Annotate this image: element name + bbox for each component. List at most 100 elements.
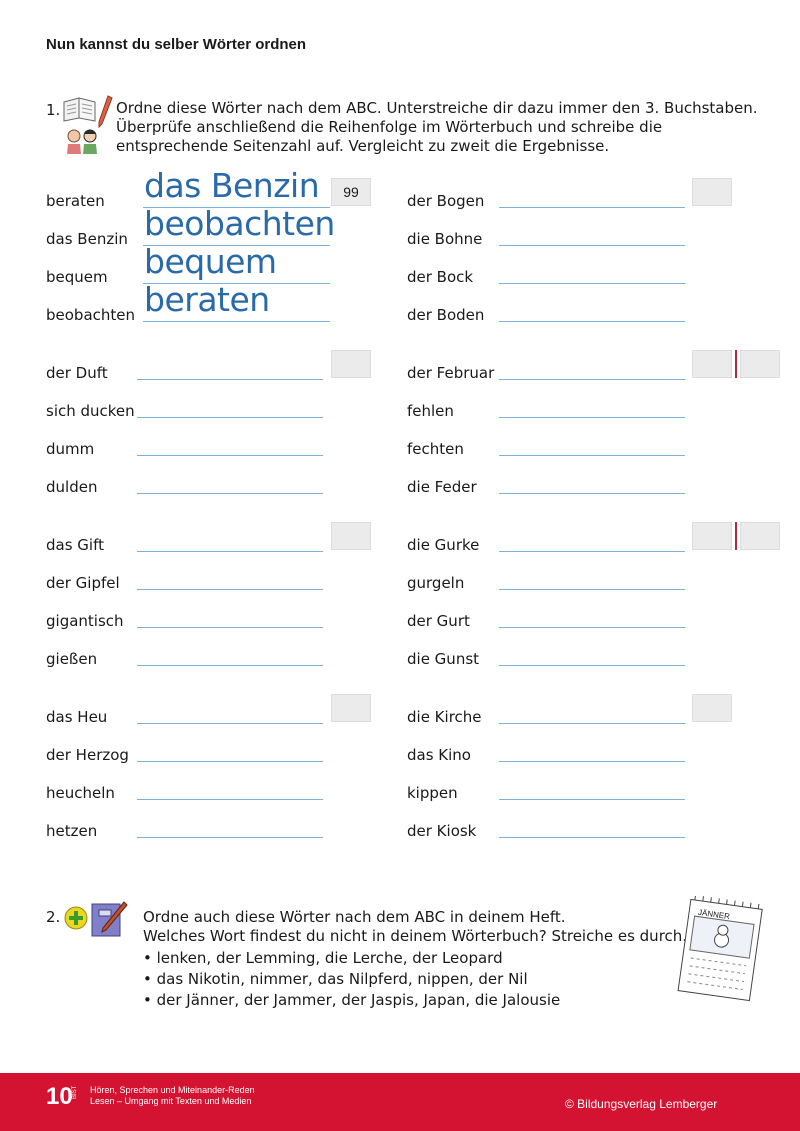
- footer: 10 BIST Hören, Sprechen und Miteinander-…: [0, 1073, 800, 1131]
- handwritten-answer: bequem: [144, 242, 277, 281]
- word-label: beraten: [46, 192, 105, 210]
- page-number-box[interactable]: [692, 350, 732, 378]
- answer-line[interactable]: [499, 245, 685, 246]
- answer-line[interactable]: [137, 799, 323, 800]
- answer-line[interactable]: [137, 627, 323, 628]
- divider-mark: [735, 350, 737, 378]
- instruction-line: entsprechende Seitenzahl auf. Vergleicht…: [116, 137, 610, 155]
- word-label: fechten: [407, 440, 464, 458]
- answer-line[interactable]: [143, 321, 330, 322]
- answer-line[interactable]: [499, 283, 685, 284]
- exercise-2-number: 2.: [46, 908, 61, 926]
- bullet-item: • der Jänner, der Jammer, der Jaspis, Ja…: [143, 991, 561, 1009]
- answer-line[interactable]: [143, 207, 330, 208]
- page-number-box[interactable]: [331, 522, 371, 550]
- page-number-box[interactable]: [331, 350, 371, 378]
- word-label: der Gurt: [407, 612, 470, 630]
- word-label: der Herzog: [46, 746, 129, 764]
- bullet-item: • das Nikotin, nimmer, das Nilpferd, nip…: [143, 970, 528, 988]
- answer-line[interactable]: [137, 551, 323, 552]
- book-pencil-icon: [63, 95, 113, 129]
- answer-line[interactable]: [499, 627, 685, 628]
- page-number-box[interactable]: [692, 522, 732, 550]
- word-label: der Gipfel: [46, 574, 120, 592]
- instruction-line: Ordne auch diese Wörter nach dem ABC in …: [143, 908, 566, 926]
- answer-line[interactable]: [499, 417, 685, 418]
- word-label: die Kirche: [407, 708, 482, 726]
- answer-line[interactable]: [137, 761, 323, 762]
- word-label: der Duft: [46, 364, 108, 382]
- word-label: das Heu: [46, 708, 108, 726]
- word-label: die Gunst: [407, 650, 480, 668]
- answer-line[interactable]: [137, 723, 323, 724]
- word-label: die Bohne: [407, 230, 483, 248]
- word-label: dumm: [46, 440, 95, 458]
- answer-line[interactable]: [499, 493, 685, 494]
- answer-line[interactable]: [137, 417, 323, 418]
- answer-line[interactable]: [499, 321, 685, 322]
- instruction-line: Ordne diese Wörter nach dem ABC. Unterst…: [116, 99, 758, 117]
- word-label: das Gift: [46, 536, 104, 554]
- answer-line[interactable]: [499, 723, 685, 724]
- word-label: hetzen: [46, 822, 98, 840]
- word-label: gigantisch: [46, 612, 124, 630]
- handwritten-answer: beraten: [144, 280, 270, 319]
- answer-line[interactable]: [137, 455, 323, 456]
- answer-line[interactable]: [499, 589, 685, 590]
- answer-line[interactable]: [499, 551, 685, 552]
- word-label: dulden: [46, 478, 98, 496]
- page-number-box[interactable]: [331, 694, 371, 722]
- word-label: beobachten: [46, 306, 136, 324]
- word-label: kippen: [407, 784, 458, 802]
- bist-label: BIST: [72, 1085, 78, 1099]
- page-number-box[interactable]: [692, 694, 732, 722]
- instruction-line: Welches Wort findest du nicht in deinem …: [143, 927, 688, 945]
- answer-line[interactable]: [137, 589, 323, 590]
- handwritten-answer: beobachten: [144, 204, 335, 243]
- answer-line[interactable]: [137, 837, 323, 838]
- page-number: 10: [46, 1083, 73, 1110]
- answer-line[interactable]: [499, 665, 685, 666]
- word-label: fehlen: [407, 402, 454, 420]
- word-label: der Kiosk: [407, 822, 477, 840]
- word-label: der Boden: [407, 306, 485, 324]
- word-label: heucheln: [46, 784, 115, 802]
- copyright: © Bildungsverlag Lemberger: [565, 1097, 718, 1111]
- handwritten-answer: das Benzin: [144, 166, 320, 205]
- page-number-box[interactable]: 99: [331, 178, 371, 206]
- answer-line[interactable]: [137, 379, 323, 380]
- answer-line[interactable]: [499, 455, 685, 456]
- word-label: das Kino: [407, 746, 471, 764]
- answer-line[interactable]: [143, 283, 330, 284]
- word-label: das Benzin: [46, 230, 128, 248]
- answer-line[interactable]: [137, 493, 323, 494]
- page-number-box[interactable]: [740, 350, 780, 378]
- calendar-icon: JÄNNER: [670, 896, 770, 1006]
- answer-line[interactable]: [499, 761, 685, 762]
- answer-line[interactable]: [137, 665, 323, 666]
- word-label: bequem: [46, 268, 108, 286]
- instruction-line: Überprüfe anschließend die Reihenfolge i…: [116, 118, 663, 136]
- divider-mark: [735, 522, 737, 550]
- word-label: der Februar: [407, 364, 495, 382]
- page-title: Nun kannst du selber Wörter ordnen: [46, 36, 307, 53]
- bullet-item: • lenken, der Lemming, die Lerche, der L…: [143, 949, 503, 967]
- page-number-box[interactable]: [692, 178, 732, 206]
- page-number-box[interactable]: [740, 522, 780, 550]
- answer-line[interactable]: [499, 799, 685, 800]
- word-label: der Bogen: [407, 192, 485, 210]
- word-label: der Bock: [407, 268, 474, 286]
- answer-line[interactable]: [499, 207, 685, 208]
- footer-topic: Lesen – Umgang mit Texten und Medien: [90, 1096, 252, 1106]
- two-children-icon: [67, 129, 97, 154]
- word-label: die Gurke: [407, 536, 480, 554]
- word-label: gießen: [46, 650, 98, 668]
- answer-line[interactable]: [143, 245, 330, 246]
- exercise-1-number: 1.: [46, 101, 61, 119]
- answer-line[interactable]: [499, 837, 685, 838]
- word-label: sich ducken: [46, 402, 135, 420]
- word-label: die Feder: [407, 478, 477, 496]
- word-label: gurgeln: [407, 574, 465, 592]
- footer-topic: Hören, Sprechen und Miteinander-Reden: [90, 1085, 255, 1095]
- answer-line[interactable]: [499, 379, 685, 380]
